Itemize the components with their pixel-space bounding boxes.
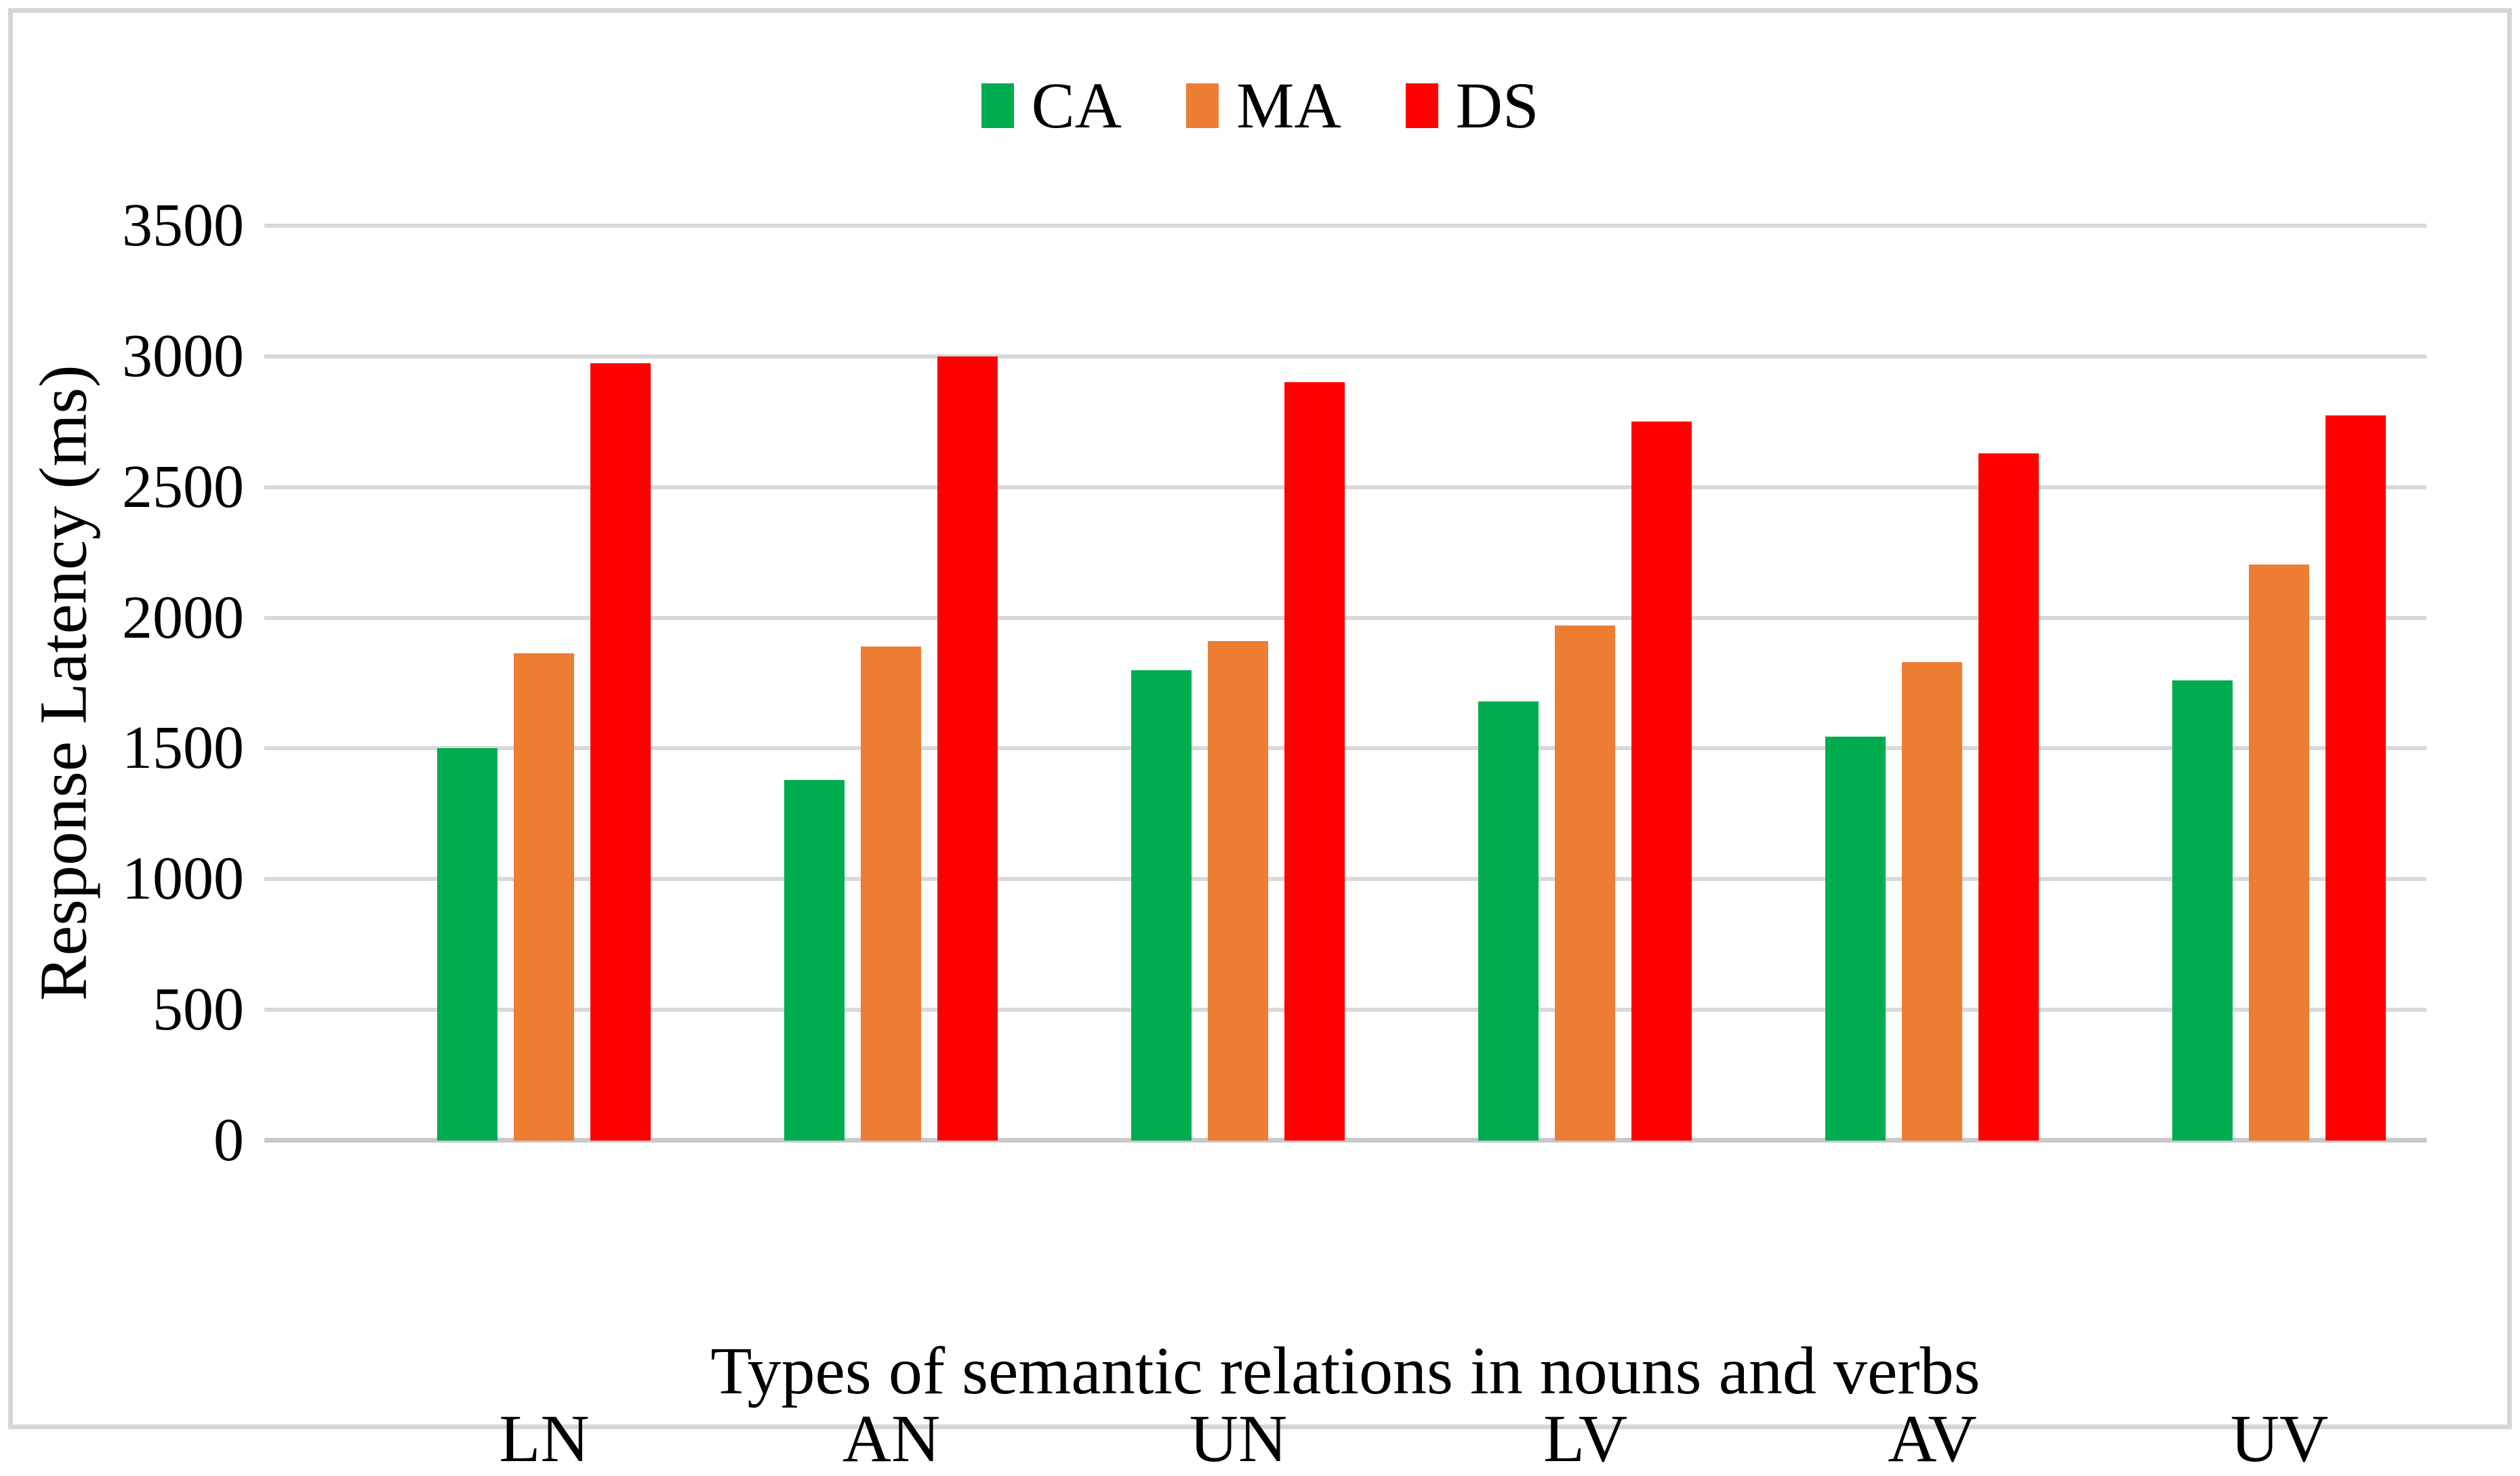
gridline-3500 (264, 224, 2426, 228)
bar-AV-MA (1902, 662, 1962, 1141)
y-tick-label: 500 (153, 976, 244, 1044)
legend: CA MA DS (0, 73, 2520, 138)
bar-LN-MA (514, 653, 574, 1141)
gridline-3000 (264, 354, 2426, 358)
gridline-1500 (264, 746, 2426, 751)
x-category-label-UV: UV (2230, 1401, 2329, 1476)
y-tick-label: 1500 (122, 714, 244, 782)
gridline-2000 (264, 615, 2426, 620)
bar-AN-MA (861, 647, 921, 1141)
bar-LV-DS (1631, 422, 1692, 1141)
bar-AV-DS (1978, 453, 2039, 1141)
plot-area: LN AN UN LV AV UV (264, 224, 2426, 1476)
legend-label: DS (1455, 69, 1539, 142)
gridline-1000 (264, 877, 2426, 882)
bar-LN-CA (437, 748, 497, 1141)
x-category-label-AN: AN (842, 1401, 941, 1476)
legend-swatch-icon (981, 83, 1014, 128)
y-tick-label: 2000 (122, 583, 244, 651)
bar-UN-MA (1208, 641, 1268, 1141)
x-category-label-AV: AV (1888, 1401, 1977, 1476)
bar-UV-MA (2249, 564, 2309, 1141)
x-category-label-LN: LN (499, 1401, 590, 1476)
bar-UV-DS (2325, 415, 2386, 1141)
legend-item-CA: CA (981, 73, 1122, 138)
y-tick-label: 0 (214, 1107, 244, 1174)
legend-item-MA: MA (1185, 69, 1341, 142)
x-category-label-LV: LV (1543, 1401, 1628, 1476)
gridline-2500 (264, 485, 2426, 489)
legend-swatch-icon (1185, 83, 1219, 128)
bar-UV-CA (2172, 680, 2233, 1141)
y-tick-label: 2500 (122, 453, 244, 520)
bar-UN-DS (1284, 382, 1345, 1141)
legend-label: CA (1031, 69, 1122, 142)
bar-UN-CA (1131, 670, 1192, 1141)
legend-label: MA (1236, 69, 1341, 142)
gridline-500 (264, 1008, 2426, 1012)
legend-swatch-icon (1405, 83, 1438, 128)
x-category-label-UN: UN (1189, 1401, 1288, 1476)
bar-LV-MA (1555, 626, 1615, 1141)
bar-AN-CA (784, 779, 845, 1141)
bar-AV-CA (1825, 737, 1886, 1141)
x-axis-title: Types of semantic relations in nouns and… (710, 1333, 1980, 1408)
legend-item-DS: DS (1405, 69, 1539, 142)
y-tick-label: 3500 (122, 192, 244, 259)
y-tick-label: 1000 (122, 845, 244, 913)
bar-LN-DS (590, 363, 651, 1141)
y-tick-label: 3000 (122, 322, 244, 390)
x-axis-line (264, 1138, 2426, 1143)
bar-LV-CA (1478, 701, 1539, 1141)
bar-AN-DS (937, 356, 998, 1141)
